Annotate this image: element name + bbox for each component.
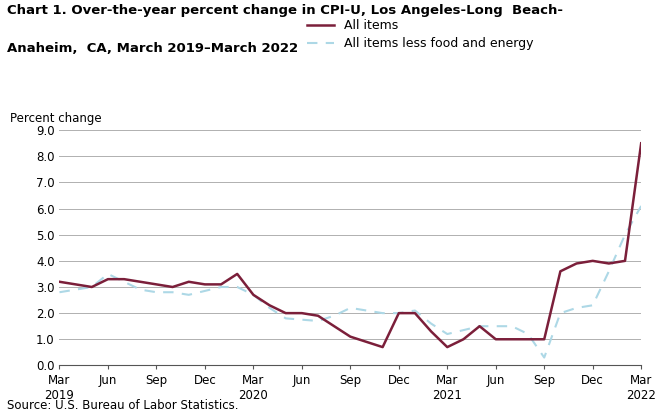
Text: Anaheim,  CA, March 2019–March 2022: Anaheim, CA, March 2019–March 2022	[7, 42, 297, 55]
Text: Source: U.S. Bureau of Labor Statistics.: Source: U.S. Bureau of Labor Statistics.	[7, 399, 238, 412]
Legend: All items, All items less food and energy: All items, All items less food and energ…	[301, 14, 539, 55]
Text: Chart 1. Over-the-year percent change in CPI-U, Los Angeles-Long  Beach-: Chart 1. Over-the-year percent change in…	[7, 4, 563, 17]
Text: Percent change: Percent change	[10, 113, 102, 126]
